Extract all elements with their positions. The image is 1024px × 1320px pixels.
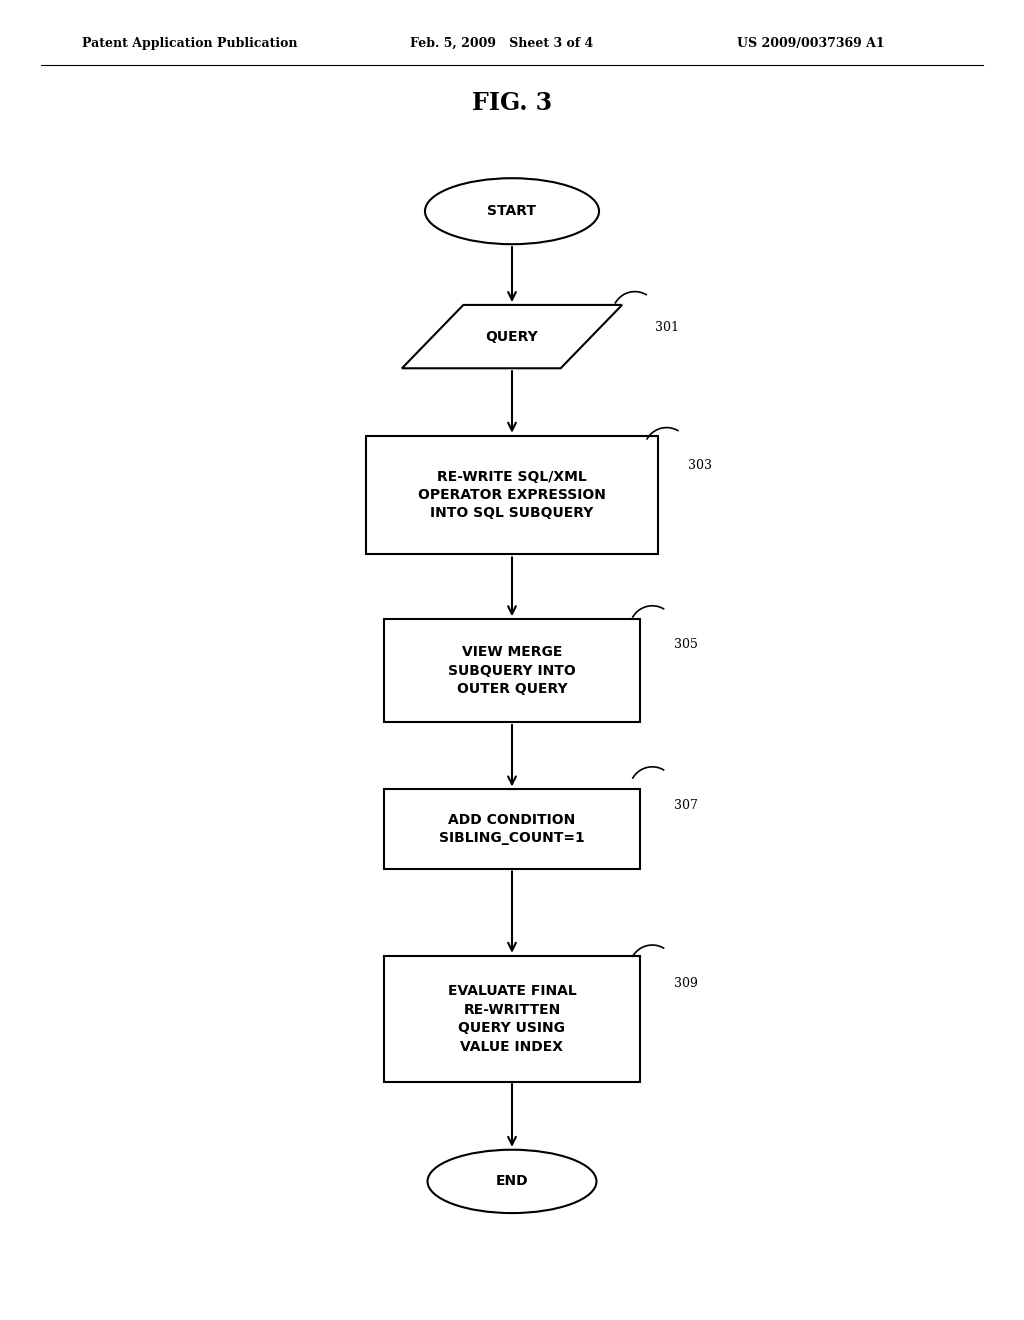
Text: Patent Application Publication: Patent Application Publication — [82, 37, 297, 50]
Polygon shape — [401, 305, 623, 368]
Text: QUERY: QUERY — [485, 330, 539, 343]
Text: 301: 301 — [655, 321, 679, 334]
Text: 307: 307 — [674, 799, 697, 812]
Text: RE-WRITE SQL/XML
OPERATOR EXPRESSION
INTO SQL SUBQUERY: RE-WRITE SQL/XML OPERATOR EXPRESSION INT… — [418, 470, 606, 520]
FancyBboxPatch shape — [384, 956, 640, 1082]
Text: EVALUATE FINAL
RE-WRITTEN
QUERY USING
VALUE INDEX: EVALUATE FINAL RE-WRITTEN QUERY USING VA… — [447, 985, 577, 1053]
Text: VIEW MERGE
SUBQUERY INTO
OUTER QUERY: VIEW MERGE SUBQUERY INTO OUTER QUERY — [449, 645, 575, 696]
Text: 309: 309 — [674, 977, 697, 990]
Text: FIG. 3: FIG. 3 — [472, 91, 552, 115]
Text: 305: 305 — [674, 638, 697, 651]
Text: END: END — [496, 1175, 528, 1188]
Ellipse shape — [428, 1150, 596, 1213]
Text: ADD CONDITION
SIBLING_COUNT=1: ADD CONDITION SIBLING_COUNT=1 — [439, 813, 585, 845]
Text: US 2009/0037369 A1: US 2009/0037369 A1 — [737, 37, 885, 50]
Ellipse shape — [425, 178, 599, 244]
Text: START: START — [487, 205, 537, 218]
Text: Feb. 5, 2009   Sheet 3 of 4: Feb. 5, 2009 Sheet 3 of 4 — [410, 37, 593, 50]
FancyBboxPatch shape — [367, 436, 658, 554]
FancyBboxPatch shape — [384, 619, 640, 722]
Text: 303: 303 — [688, 459, 712, 473]
FancyBboxPatch shape — [384, 789, 640, 869]
